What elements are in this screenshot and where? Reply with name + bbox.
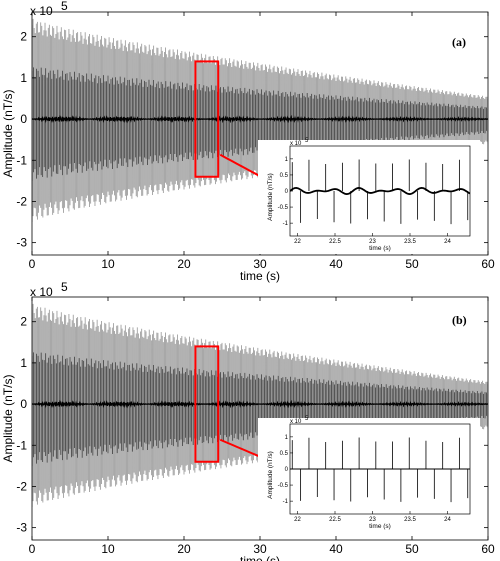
y-exponent: 5	[61, 280, 68, 294]
inset-background	[258, 140, 480, 254]
plot-area	[32, 303, 488, 508]
y-tick-label: 0	[20, 112, 27, 126]
inset-y-tick-label: -0.5	[278, 483, 289, 489]
inset-y-exponent: 5	[305, 416, 309, 422]
inset-x-tick-label: 23.5	[404, 517, 416, 523]
x-tick-label: 0	[29, 542, 36, 556]
x-tick-label: 0	[29, 257, 36, 271]
x-axis-label: time (s)	[240, 269, 280, 283]
inset-x-tick-label: 22	[294, 517, 301, 523]
inset: 22 22.5 23 23.5 24 1 0.5 0 -0.5 -1 time (s) Amplitu…	[258, 138, 480, 254]
inset-x-axis-label: time (s)	[369, 245, 391, 252]
inset-x-tick-label: 23	[369, 239, 376, 245]
x-axis-label: time (s)	[240, 554, 280, 561]
y-tick-label: 0	[20, 397, 27, 411]
x-tick-label: 30	[253, 542, 267, 556]
inset-x-tick-label: 22.5	[329, 239, 341, 245]
series-center-line	[32, 399, 488, 409]
inset-x-axis-label: time (s)	[369, 523, 391, 530]
x-tick-label: 10	[101, 542, 115, 556]
inset-y-tick-label: -0.5	[278, 205, 289, 211]
x-tick-label: 30	[253, 257, 267, 271]
plot-area	[32, 18, 488, 223]
x-tick-label: 60	[481, 542, 495, 556]
x-tick-label: 50	[405, 257, 419, 271]
panel-label: (a)	[452, 35, 466, 49]
y-tick-label: -1	[16, 153, 27, 167]
x-tick-label: 50	[405, 542, 419, 556]
y-multiplier: x 10	[30, 285, 53, 299]
inset-y-tick-label: 0.5	[280, 173, 289, 179]
inset-x-tick-label: 23	[369, 517, 376, 523]
inset-background	[258, 418, 480, 532]
y-tick-label: 1	[20, 71, 27, 85]
inset-x-tick-label: 22	[294, 239, 301, 245]
y-tick-label: -2	[16, 479, 27, 493]
inset-y-tick-label: 1	[285, 157, 289, 163]
inset-y-tick-label: -1	[283, 221, 289, 227]
inset-y-multiplier: x 10	[290, 419, 302, 425]
y-axis-label: Amplitude (nT/s)	[1, 89, 15, 177]
y-tick-label: -1	[16, 438, 27, 452]
inset-y-tick-label: 0	[285, 467, 289, 473]
inset-x-tick-label: 23.5	[404, 239, 416, 245]
x-tick-label: 20	[177, 542, 191, 556]
y-axis-label: Amplitude (nT/s)	[1, 374, 15, 462]
inset-spikes	[291, 437, 469, 503]
inset-y-multiplier: x 10	[290, 141, 302, 147]
panel-label: (b)	[452, 313, 467, 327]
inset-y-axis-label: Amplitude (nT/s)	[267, 173, 274, 221]
y-tick-label: 2	[20, 30, 27, 44]
series-center-line	[32, 114, 488, 124]
inset-x-tick-label: 24	[444, 517, 451, 523]
x-tick-label: 10	[101, 257, 115, 271]
inset-y-tick-label: 0.5	[280, 451, 289, 457]
x-tick-label: 60	[481, 257, 495, 271]
inset-y-tick-label: -1	[283, 499, 289, 505]
inset-x-tick-label: 22.5	[329, 517, 341, 523]
highlight-box	[194, 60, 220, 178]
inset-y-tick-label: 0	[285, 189, 289, 195]
inset: 22 22.5 23 23.5 24 1 0.5 0 -0.5 -1 time (s) Amplitu…	[258, 416, 480, 532]
y-tick-label: -3	[16, 236, 27, 250]
inset-center-line	[290, 187, 470, 195]
y-exponent: 5	[61, 0, 68, 13]
highlight-box	[194, 345, 220, 463]
x-tick-label: 40	[329, 542, 343, 556]
inset-spikes	[291, 159, 469, 225]
x-tick-label: 40	[329, 257, 343, 271]
inset-y-exponent: 5	[305, 138, 309, 144]
y-tick-label: -2	[16, 194, 27, 208]
inset-x-tick-label: 24	[444, 239, 451, 245]
y-multiplier: x 10	[30, 4, 53, 18]
y-tick-label: 2	[20, 315, 27, 329]
x-tick-label: 20	[177, 257, 191, 271]
y-tick-label: -3	[16, 521, 27, 535]
y-tick-label: 1	[20, 356, 27, 370]
inset-plot-area	[290, 159, 470, 225]
inset-y-axis-label: Amplitude (nT/s)	[267, 451, 274, 499]
inset-y-tick-label: 1	[285, 435, 289, 441]
inset-plot-area	[290, 437, 470, 503]
